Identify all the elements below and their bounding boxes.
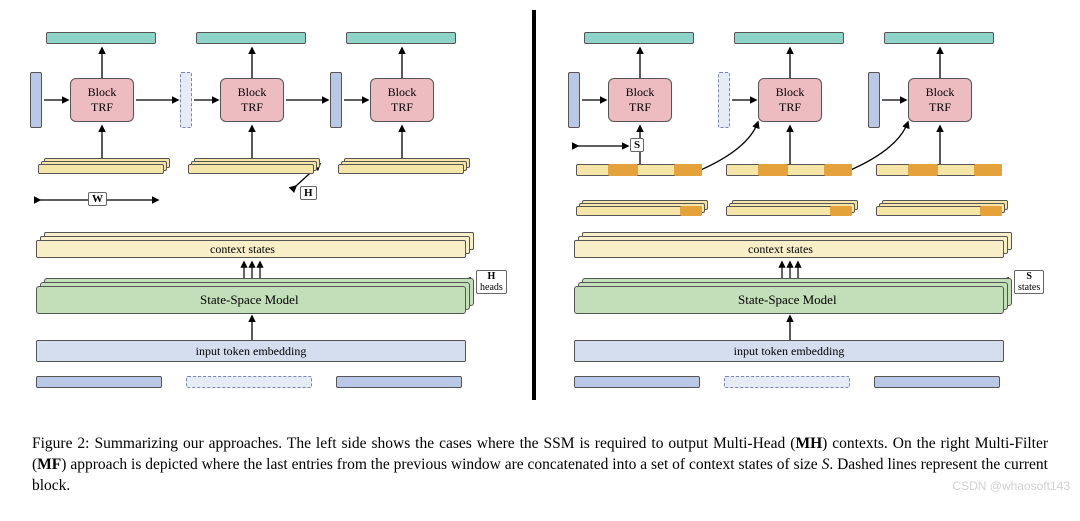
- cap-1: Summarizing our approaches. The left sid…: [90, 435, 796, 452]
- block-trf-label-l2: TRF: [629, 100, 651, 115]
- output-bar-3: [346, 32, 456, 44]
- s-states-bot: states: [1018, 282, 1040, 293]
- orange-tail-r3: [908, 164, 938, 176]
- block-trf-label-l2: TRF: [929, 100, 951, 115]
- block-trf-1: Block TRF: [70, 78, 134, 122]
- diagram-area: Block TRF Block TRF Block TRF W: [0, 0, 1080, 430]
- bottom-seg-r2: [724, 376, 850, 388]
- block-trf-label-l2: TRF: [91, 100, 113, 115]
- orange-tail-r1: [608, 164, 638, 176]
- output-bar-2: [196, 32, 306, 44]
- w-marker: W: [88, 192, 107, 206]
- bottom-seg-2: [186, 376, 312, 388]
- bottom-seg-1: [36, 376, 162, 388]
- h-heads-top: H: [488, 271, 496, 282]
- block-trf-1: Block TRF: [608, 78, 672, 122]
- state-bar-2: [180, 72, 192, 128]
- cap-mf: MF: [37, 456, 61, 473]
- block-trf-3: Block TRF: [908, 78, 972, 122]
- orange-head-r3: [974, 164, 1002, 176]
- input-emb: input token embedding: [36, 340, 466, 362]
- left-panel-mh: Block TRF Block TRF Block TRF W: [0, 0, 530, 430]
- h-heads-box: H heads: [476, 270, 507, 294]
- context-states-label-r: context states: [748, 242, 813, 257]
- ssm-label-r: State-Space Model: [738, 292, 837, 308]
- orange-head-r1: [674, 164, 702, 176]
- cap-3: ) approach is depicted where the last en…: [61, 456, 821, 473]
- block-trf-label-l2: TRF: [391, 100, 413, 115]
- s-states-top: S: [1026, 271, 1032, 282]
- input-emb-r: input token embedding: [574, 340, 1004, 362]
- block-trf-label-l1: Block: [926, 85, 955, 100]
- state-bar-2: [718, 72, 730, 128]
- block-trf-label-l1: Block: [626, 85, 655, 100]
- block-trf-label-l2: TRF: [241, 100, 263, 115]
- bottom-seg-3: [336, 376, 462, 388]
- orange-head-r2: [824, 164, 852, 176]
- orange-tail-r2: [758, 164, 788, 176]
- ssm-label: State-Space Model: [200, 292, 299, 308]
- output-bar-1: [584, 32, 694, 44]
- state-bar-1: [30, 72, 42, 128]
- left-arrows-svg: [0, 0, 530, 430]
- state-bar-1: [568, 72, 580, 128]
- block-trf-label-l1: Block: [88, 85, 117, 100]
- state-bar-3: [330, 72, 342, 128]
- block-trf-label-l1: Block: [776, 85, 805, 100]
- h-marker: H: [300, 186, 317, 200]
- block-trf-2: Block TRF: [758, 78, 822, 122]
- bottom-seg-r1: [574, 376, 700, 388]
- panel-divider: [530, 0, 538, 430]
- block-trf-label-l1: Block: [388, 85, 417, 100]
- output-bar-2: [734, 32, 844, 44]
- block-trf-label-l2: TRF: [779, 100, 801, 115]
- context-states-label: context states: [210, 242, 275, 257]
- block-trf-3: Block TRF: [370, 78, 434, 122]
- output-bar-3: [884, 32, 994, 44]
- bottom-seg-r3: [874, 376, 1000, 388]
- state-bar-3: [868, 72, 880, 128]
- figure-caption: Figure 2: Summarizing our approaches. Th…: [0, 430, 1080, 497]
- right-panel-mf: Block TRF Block TRF Block TRF S: [538, 0, 1068, 430]
- watermark: CSDN @whaosoft143: [952, 479, 1070, 493]
- output-bar-1: [46, 32, 156, 44]
- block-trf-2: Block TRF: [220, 78, 284, 122]
- s-marker: S: [630, 138, 644, 152]
- h-heads-bot: heads: [480, 282, 503, 293]
- fig-num: Figure 2:: [32, 435, 90, 452]
- cap-mh: MH: [795, 435, 822, 452]
- s-states-box: S states: [1014, 270, 1044, 294]
- block-trf-label-l1: Block: [238, 85, 267, 100]
